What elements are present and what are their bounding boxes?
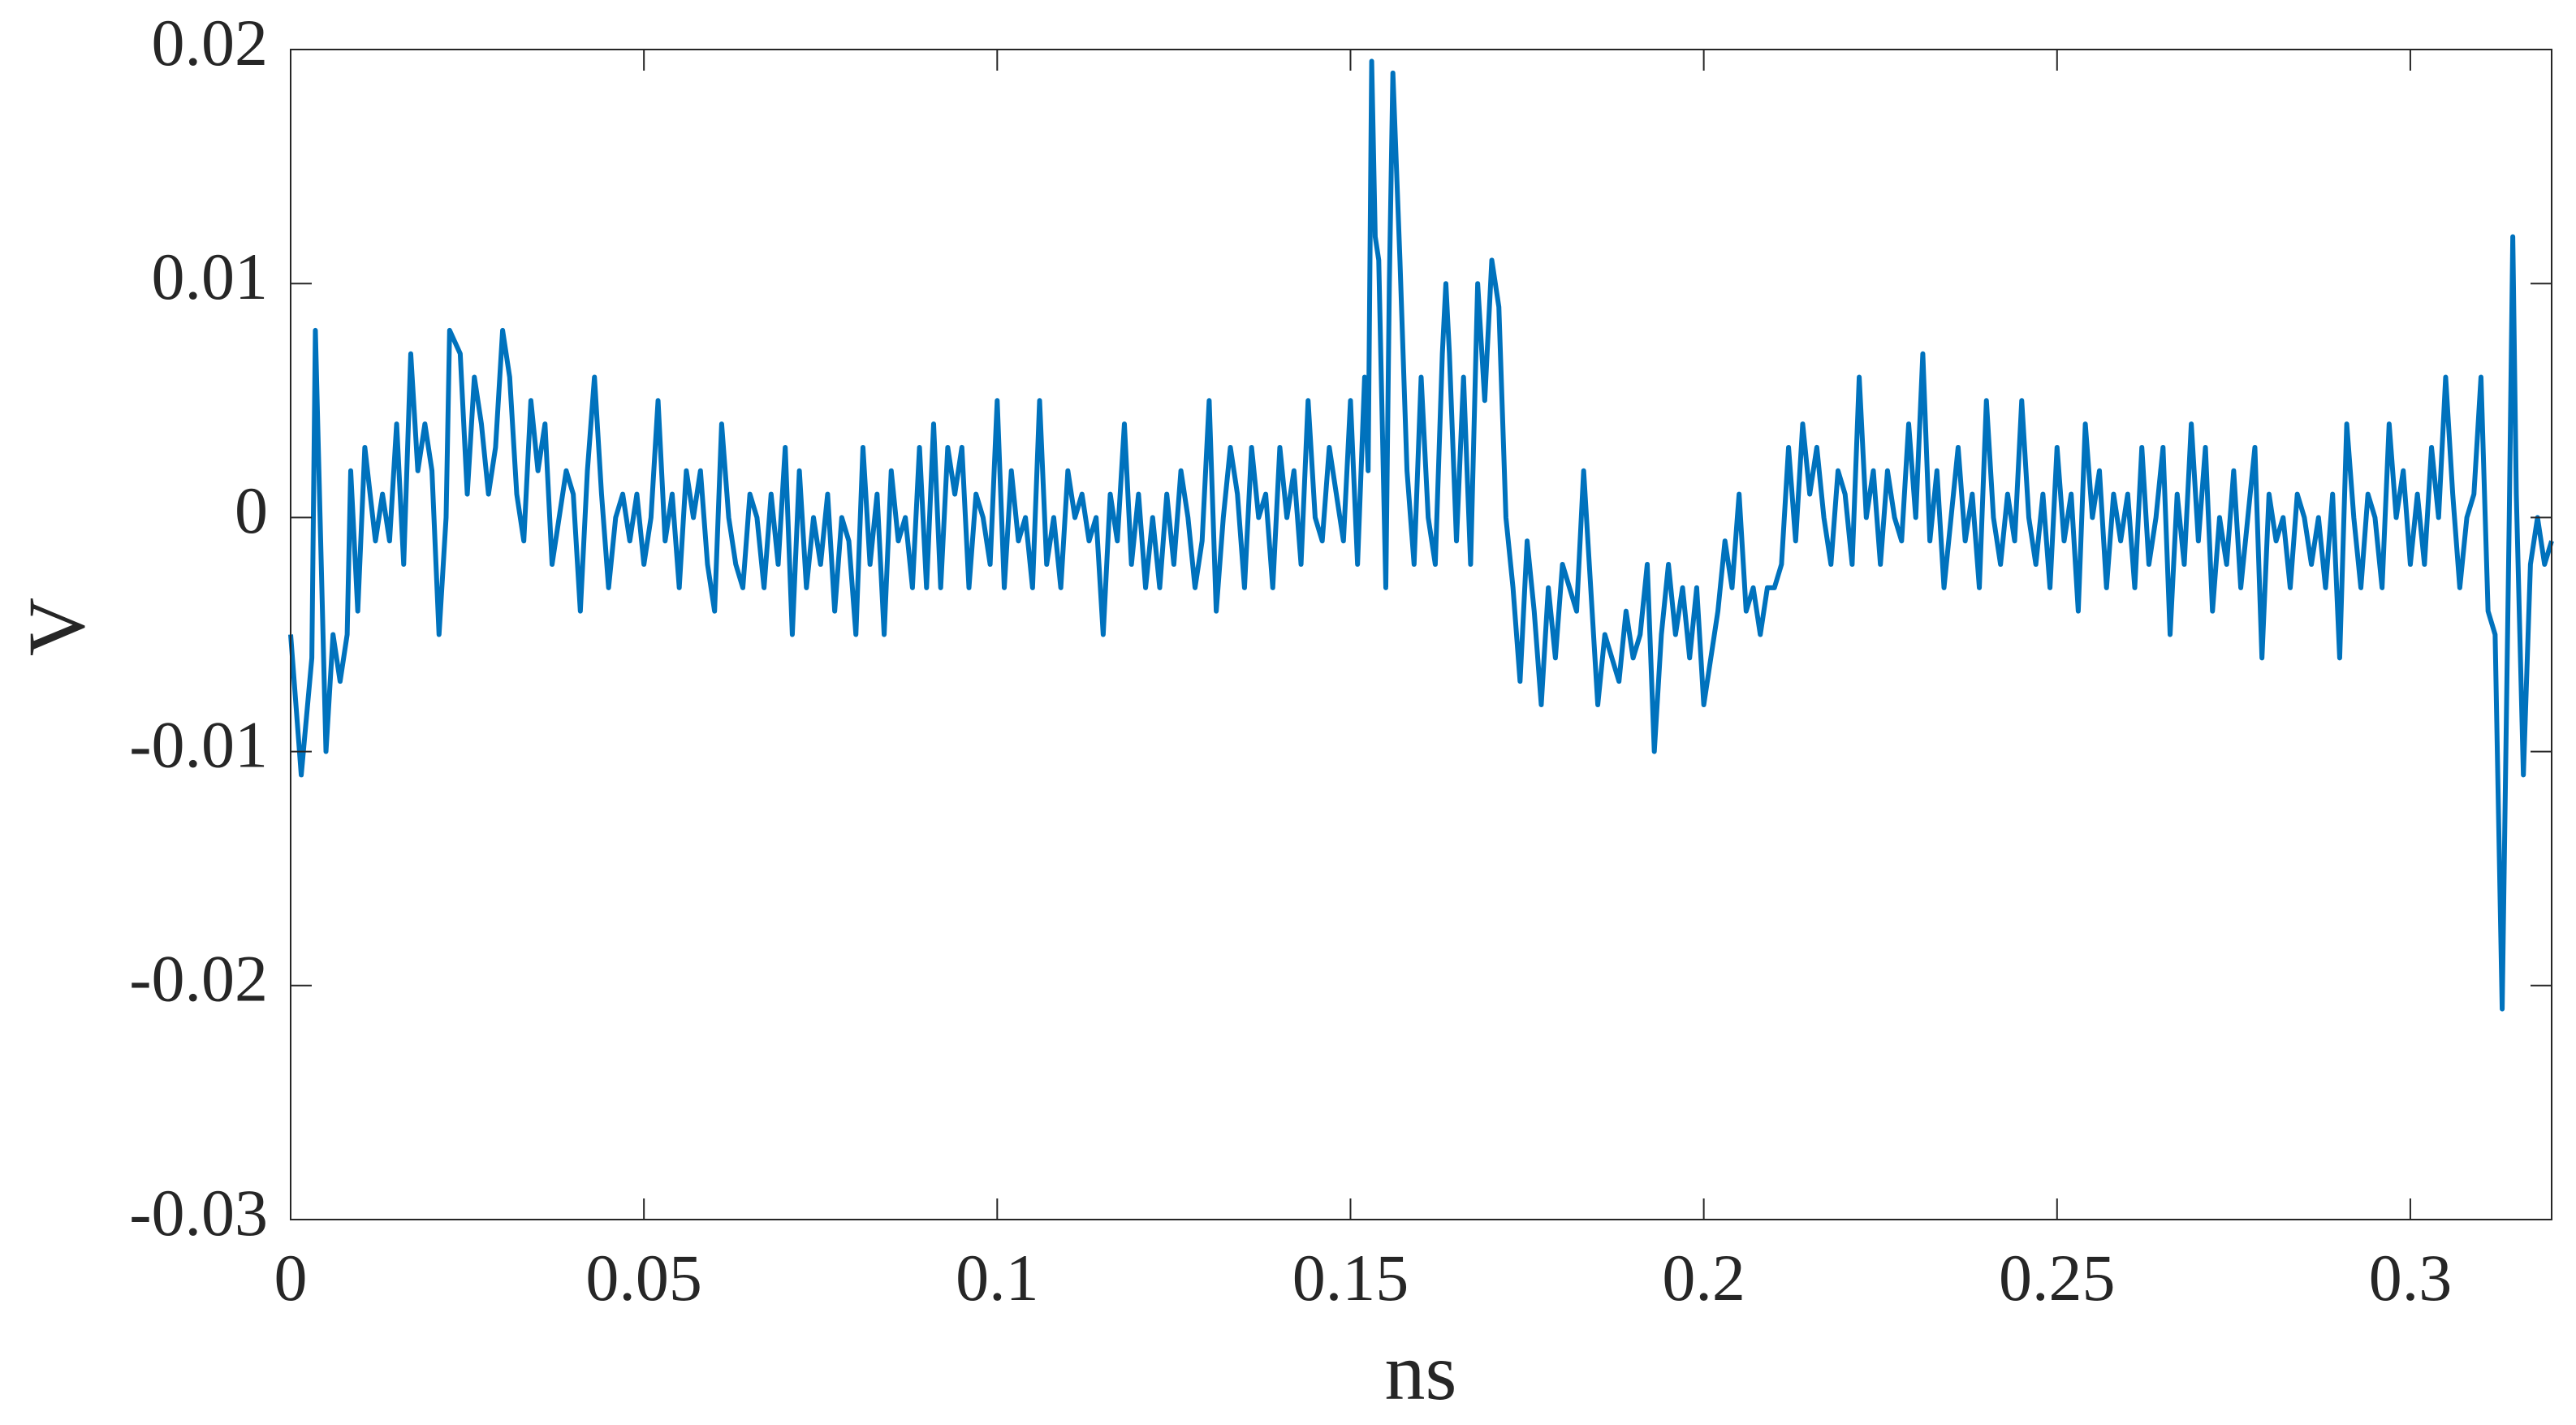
y-tick-label: -0.02 xyxy=(129,942,268,1016)
y-tick-label: -0.01 xyxy=(129,707,268,781)
x-tick-label: 0.25 xyxy=(1999,1241,2116,1315)
x-tick-label: 0.1 xyxy=(956,1241,1039,1315)
x-tick-label: 0 xyxy=(274,1241,308,1315)
plot-frame xyxy=(290,49,2552,1220)
x-tick-label: 0.05 xyxy=(585,1241,702,1315)
x-tick-label: 0.2 xyxy=(1662,1241,1745,1315)
y-tick-label: 0 xyxy=(235,473,268,547)
y-tick-label: -0.03 xyxy=(129,1176,268,1250)
x-tick-label: 0.3 xyxy=(2369,1241,2453,1315)
data-line xyxy=(288,58,2554,1012)
y-tick-label: 0.01 xyxy=(152,240,269,313)
y-tick-label: 0.02 xyxy=(152,6,269,80)
y-axis-label: V xyxy=(11,598,101,656)
x-axis-label: ns xyxy=(1385,1327,1457,1417)
x-tick-label: 0.15 xyxy=(1292,1241,1409,1315)
